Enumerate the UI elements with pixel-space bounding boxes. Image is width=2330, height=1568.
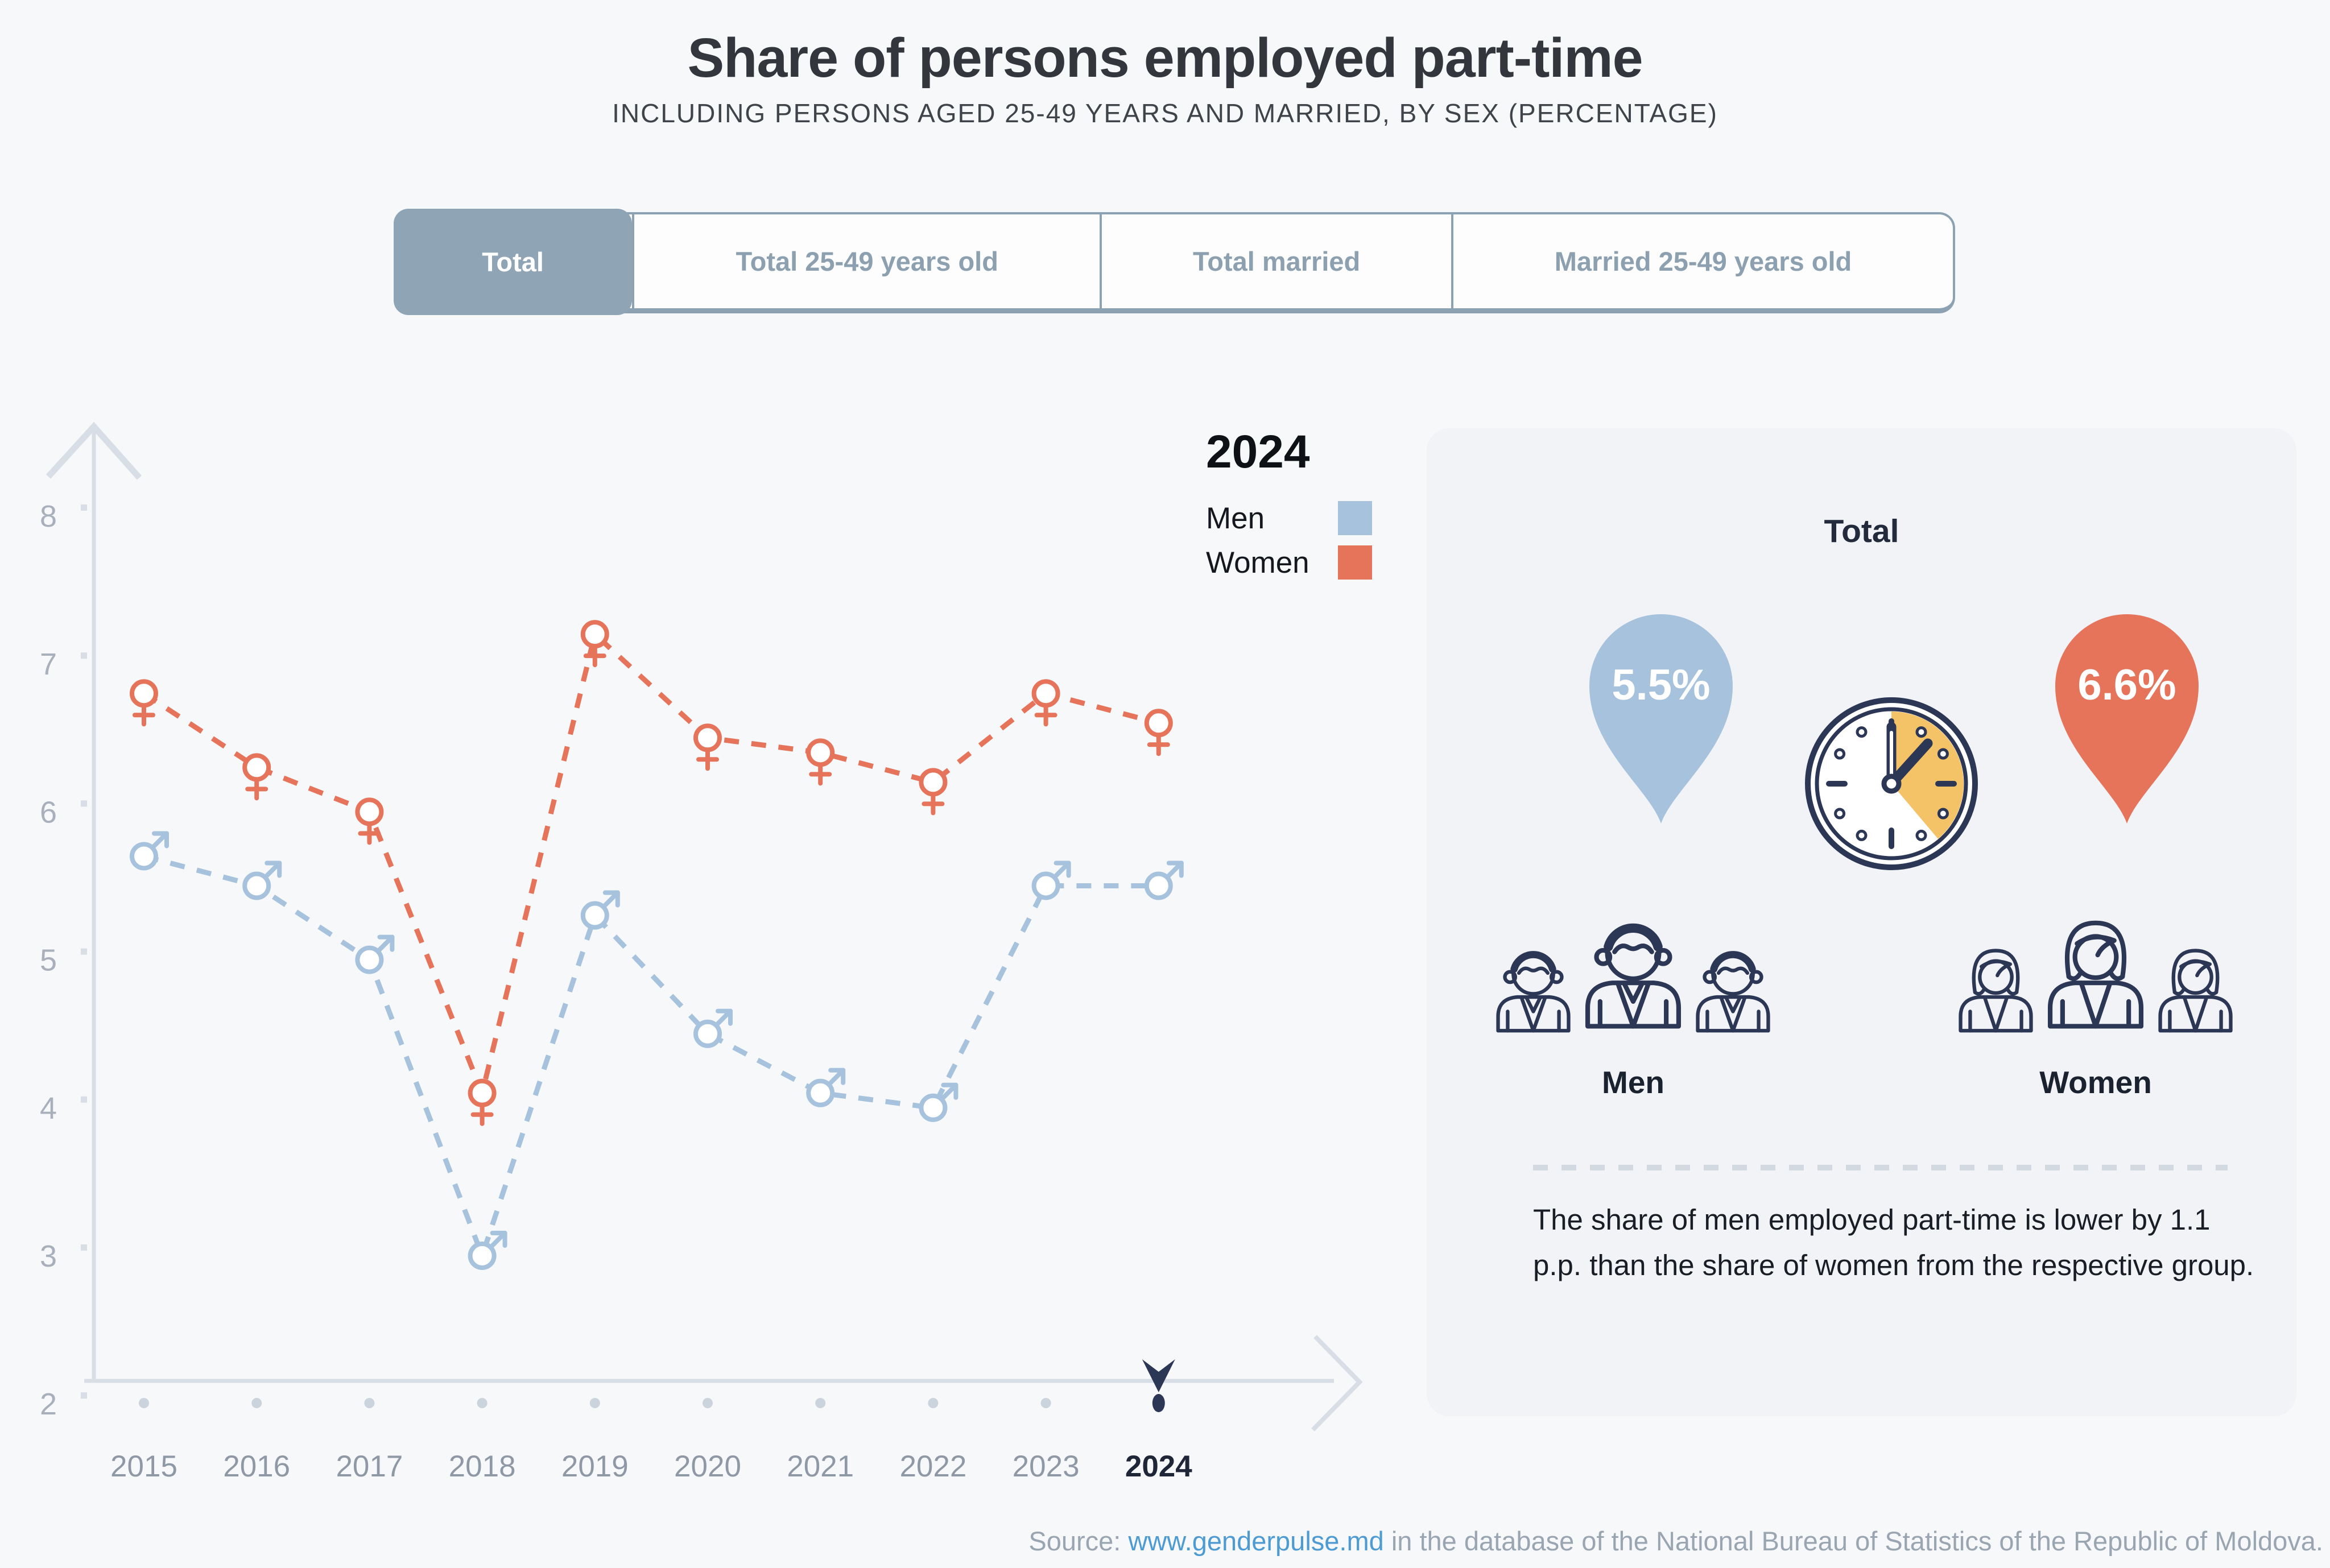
source-suffix: in the database of the National Bureau o…: [1383, 1526, 2323, 1556]
men-group-icon: [1485, 897, 1781, 1046]
y-axis-label: 5: [40, 944, 57, 978]
men-value: 5.5%: [1612, 661, 1710, 709]
legend-men-label: Men: [1206, 501, 1265, 535]
male-symbol-icon: [242, 860, 282, 900]
y-axis-label: 6: [40, 795, 57, 829]
category-tabs: Total Total 25-49 years old Total married M…: [394, 209, 1955, 315]
female-symbol-icon: [1144, 709, 1173, 756]
men-group-label: Men: [1602, 1065, 1664, 1100]
tab-married-25-49-years-old[interactable]: Married 25-49 years old: [1451, 214, 1953, 308]
x-axis-label-2022[interactable]: 2022: [899, 1450, 966, 1483]
woman-icon: [1948, 932, 2044, 1046]
y-axis-label: 8: [40, 499, 57, 533]
source-prefix: Source:: [1028, 1526, 1129, 1556]
man-icon: [1571, 899, 1695, 1046]
female-symbol-icon: [693, 723, 722, 771]
men-series: [130, 831, 1184, 1270]
y-axis-label: 2: [40, 1387, 57, 1421]
legend-year: 2024: [1206, 426, 1310, 478]
men-value-pin: 5.5%: [1589, 614, 1733, 824]
tab-total-25-49-years-old[interactable]: Total 25-49 years old: [632, 214, 1100, 308]
female-symbol-icon: [919, 768, 948, 816]
right-arrow-icon: [1311, 1335, 1363, 1432]
x-axis-label-2021[interactable]: 2021: [787, 1450, 854, 1483]
male-symbol-icon: [693, 1008, 733, 1048]
women-group-icon: [1948, 897, 2244, 1046]
x-axis-label-2024[interactable]: 2024: [1125, 1450, 1192, 1483]
x-axis-label-2019[interactable]: 2019: [561, 1450, 629, 1483]
male-symbol-icon: [468, 1231, 507, 1270]
male-symbol-icon: [806, 1068, 846, 1107]
male-symbol-icon: [1144, 860, 1184, 900]
women-group-label: Women: [2039, 1065, 2152, 1100]
axes: 2 3 4 5 6 7 8 2015 2016 2017 2018 2019 2020 2021 2022 2…: [40, 421, 1363, 1483]
summary-panel: Total 5.5%: [1427, 428, 2296, 1416]
page-title: Share of persons employed part-time: [687, 27, 1643, 89]
x-axis-label-2018[interactable]: 2018: [449, 1450, 516, 1483]
female-symbol-icon: [242, 753, 271, 801]
woman-icon: [2147, 932, 2244, 1046]
female-symbol-icon: [806, 738, 835, 786]
tab-total-married[interactable]: Total married: [1100, 214, 1451, 308]
y-axis-label: 3: [40, 1239, 57, 1273]
y-axis-label: 4: [40, 1091, 57, 1126]
dashed-divider: [1533, 1165, 2228, 1170]
x-axis-label-2020[interactable]: 2020: [674, 1450, 741, 1483]
male-symbol-icon: [355, 934, 395, 974]
page-subtitle: INCLUDING PERSONS AGED 25-49 YEARS AND M…: [612, 98, 1718, 128]
down-cursor-icon: [1142, 1359, 1175, 1392]
chart-legend: 2024 Men Women: [1206, 425, 1372, 589]
female-symbol-icon: [1031, 679, 1060, 727]
men-color-swatch: [1338, 501, 1372, 535]
tab-total[interactable]: Total: [394, 209, 633, 315]
y-axis-label: 7: [40, 647, 57, 681]
source-link[interactable]: www.genderpulse.md: [1128, 1526, 1384, 1556]
legend-women-label: Women: [1206, 545, 1309, 580]
panel-title: Total: [1824, 513, 1899, 549]
x-axis-label-2023[interactable]: 2023: [1013, 1450, 1080, 1483]
female-symbol-icon: [355, 797, 384, 845]
women-value-pin: 6.6%: [2055, 614, 2199, 824]
clock-icon: [1805, 697, 1978, 870]
man-icon: [1685, 932, 1781, 1046]
x-axis-label-2015[interactable]: 2015: [110, 1450, 177, 1483]
women-series: [130, 620, 1173, 1126]
line-chart: 2 3 4 5 6 7 8 2015 2016 2017 2018 2019 2020 2021 2022 2…: [40, 421, 1363, 1483]
x-axis-label-2017[interactable]: 2017: [336, 1450, 403, 1483]
male-symbol-icon: [580, 890, 620, 930]
man-icon: [1485, 932, 1581, 1046]
female-symbol-icon: [468, 1078, 497, 1126]
female-symbol-icon: [130, 679, 158, 727]
legend-item-women: Women: [1206, 545, 1372, 580]
source-line: Source: www.genderpulse.md in the databa…: [1028, 1525, 2323, 1557]
women-color-swatch: [1338, 545, 1372, 580]
women-value: 6.6%: [2077, 661, 2176, 709]
male-symbol-icon: [1031, 860, 1071, 900]
male-symbol-icon: [130, 831, 169, 871]
male-symbol-icon: [919, 1082, 959, 1122]
panel-note: The share of men employed part-time is l…: [1533, 1203, 2254, 1281]
x-axis-label-2016[interactable]: 2016: [223, 1450, 290, 1483]
woman-icon: [2034, 899, 2158, 1046]
legend-item-men: Men: [1206, 500, 1372, 536]
female-symbol-icon: [580, 620, 609, 668]
up-arrow-icon: [46, 421, 142, 480]
